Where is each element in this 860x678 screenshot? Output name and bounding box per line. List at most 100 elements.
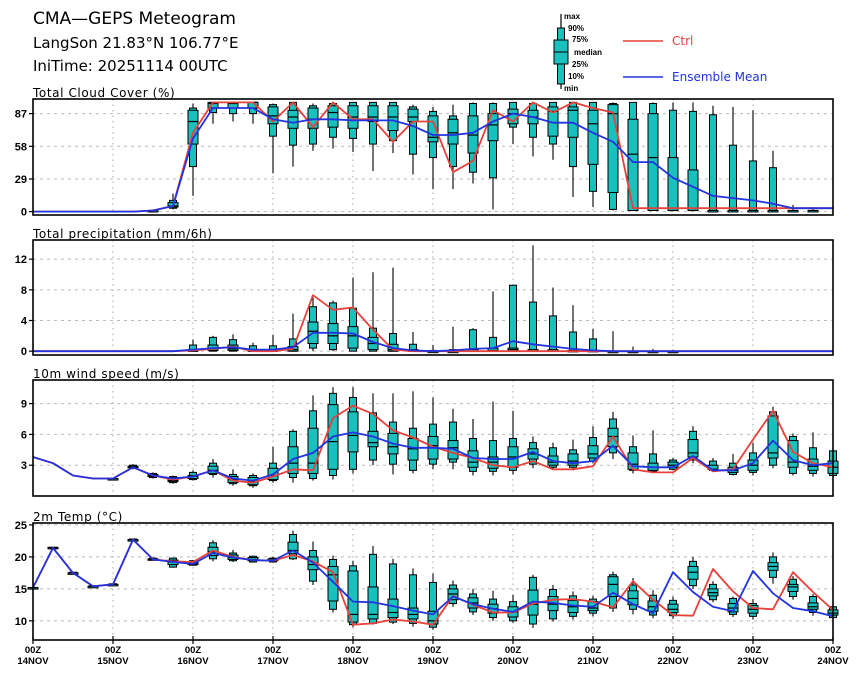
y-tick-label: 20 (15, 552, 27, 564)
box-plot (387, 101, 399, 154)
x-tick-label-time: 00Z (425, 645, 442, 656)
box-p25-p75 (307, 107, 319, 129)
box-p25-p75 (447, 440, 459, 460)
box-plot (667, 102, 679, 212)
box-p10-p90 (389, 563, 397, 623)
y-tick-label: 3 (21, 460, 27, 472)
box-p25-p75 (687, 565, 699, 580)
x-tick-label-time: 00Z (825, 645, 842, 656)
box-plot (407, 391, 419, 474)
x-tick-label-time: 00Z (185, 645, 202, 656)
box-plot (707, 581, 719, 603)
box-plot (687, 556, 699, 589)
panel-temperature: 2m Temp (°C) 1015202500Z14NOV00Z15NOV00Z… (15, 510, 849, 667)
y-tick-label: 8 (21, 285, 27, 297)
legend-label-p90: 90% (568, 24, 584, 33)
box-plot (327, 387, 339, 480)
init-time-label: IniTime: 20251114 00UTC (33, 57, 228, 75)
x-tick-label-date: 24NOV (817, 656, 849, 667)
panel-title-wind: 10m wind speed (m/s) (33, 367, 179, 381)
legend-label-p25: 25% (572, 60, 588, 69)
plot-frame (32, 379, 834, 497)
box-p10-p90 (489, 440, 497, 472)
box-p10-p90 (409, 106, 417, 155)
box-p25-p75 (587, 109, 599, 165)
box-plot (367, 546, 379, 625)
box-p25-p75 (327, 105, 339, 128)
box-plot (767, 406, 779, 469)
x-tick-label-date: 20NOV (497, 656, 529, 667)
box-p10-p90 (649, 453, 657, 472)
box-p25-p75 (607, 576, 619, 598)
x-tick-label-time: 00Z (745, 645, 762, 656)
box-p25-p75 (407, 607, 419, 620)
box-p10-p90 (429, 581, 437, 628)
box-p25-p75 (807, 602, 819, 610)
legend-label-median: median (574, 48, 602, 57)
box-p25-p75 (487, 113, 499, 142)
box-plot (367, 101, 379, 172)
box-plot (507, 410, 519, 475)
x-tick-label-date: 22NOV (657, 656, 689, 667)
x-tick-label-date: 21NOV (577, 656, 609, 667)
x-tick-label-time: 00Z (505, 645, 522, 656)
box-p25-p75 (667, 603, 679, 614)
box-p25-p75 (287, 109, 299, 129)
panel-wind-speed: 10m wind speed (m/s) 3 6 9 (21, 367, 839, 497)
box-p25-p75 (687, 169, 699, 211)
panel-title-precip: Total precipitation (mm/6h) (32, 227, 212, 241)
box-p25-p75 (387, 105, 399, 132)
box-p25-p75 (347, 326, 359, 349)
box-plot (447, 408, 459, 470)
box-p25-p75 (607, 104, 619, 193)
box-plot (307, 103, 319, 151)
box-p25-p75 (587, 445, 599, 459)
ensemble-mean-line (32, 431, 834, 482)
box-plot (307, 395, 319, 481)
box-p10-p90 (749, 160, 757, 211)
box-plot (447, 580, 459, 607)
box-plot (667, 458, 679, 471)
box-p10-p90 (729, 144, 737, 211)
box-plot (347, 387, 359, 474)
box-plot (567, 439, 579, 471)
x-tick-label-time: 00Z (105, 645, 122, 656)
box-plot (727, 106, 739, 213)
box-p25-p75 (667, 157, 679, 211)
box-plot (727, 596, 739, 617)
y-tick-label: 9 (21, 399, 27, 411)
box-plot (467, 102, 479, 184)
x-tick-label-date: 23NOV (737, 656, 769, 667)
y-tick-label: 15 (15, 584, 27, 596)
x-tick-label-date: 18NOV (337, 656, 369, 667)
y-tick-label: 87 (15, 109, 27, 121)
box-plot (707, 105, 719, 213)
y-tick-label: 0 (21, 346, 27, 358)
box-plot (327, 555, 339, 613)
box-p10-p90 (209, 336, 217, 352)
y-tick-label: 10 (15, 616, 27, 628)
box-p25-p75 (367, 105, 379, 123)
box-p25-p75 (427, 115, 439, 143)
x-tick-label-time: 00Z (585, 645, 602, 656)
box-plot (607, 411, 619, 460)
box-plot (647, 102, 659, 211)
legend-label-p75: 75% (572, 35, 588, 44)
box-p25-p75 (787, 583, 799, 592)
x-tick-label-date: 16NOV (177, 656, 209, 667)
ensemble-mean-line (33, 107, 833, 213)
y-tick-label: 25 (15, 520, 27, 532)
box-p25-p75 (687, 439, 699, 458)
legend-label-min: min (564, 84, 578, 93)
box-plot (747, 599, 759, 620)
box-plot (767, 552, 779, 584)
box-plot (767, 150, 779, 213)
legend-ctrl-label: Ctrl (672, 34, 693, 48)
x-tick-label-date: 15NOV (97, 656, 129, 667)
y-tick-label: 58 (15, 141, 27, 153)
y-tick-label: 4 (21, 316, 28, 328)
y-tick-label: 29 (15, 174, 27, 186)
x-tick-label-time: 00Z (345, 645, 362, 656)
x-tick-label-date: 17NOV (257, 656, 289, 667)
